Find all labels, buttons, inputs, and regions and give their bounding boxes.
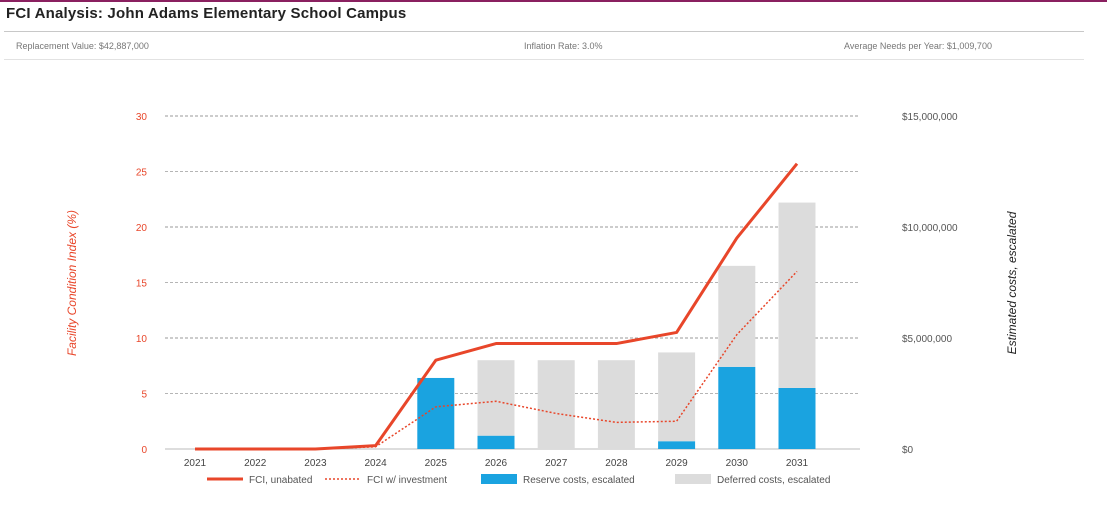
x-tick-label: 2024 <box>364 458 387 469</box>
top-border <box>0 0 1107 2</box>
average-needs: Average Needs per Year: $1,009,700 <box>844 41 992 51</box>
left-tick-label: 30 <box>136 112 148 123</box>
right-tick-label: $5,000,000 <box>902 334 952 345</box>
x-tick-label: 2031 <box>786 458 809 469</box>
title-divider <box>4 31 1084 32</box>
bar-series <box>417 202 816 449</box>
x-axis-ticks: 2021 2022 2023 2024 2025 2026 2027 2028 2029 2030… <box>184 458 809 469</box>
right-axis-title: Estimated costs, escalated <box>1005 211 1019 354</box>
left-tick-label: 0 <box>141 445 147 456</box>
x-tick-label: 2029 <box>665 458 688 469</box>
reserve-bar-2025 <box>417 377 455 449</box>
left-axis-ticks: 0 5 10 15 20 25 30 <box>136 112 148 456</box>
deferred-bar-2026 <box>477 360 515 436</box>
x-tick-label: 2023 <box>304 458 327 469</box>
legend-swatch-bar <box>675 474 711 484</box>
right-tick-label: $0 <box>902 445 914 456</box>
page-title: FCI Analysis: John Adams Elementary Scho… <box>6 5 407 22</box>
fci-unabated-line <box>195 162 799 451</box>
x-tick-label: 2022 <box>244 458 267 469</box>
left-axis-title: Facility Condition Index (%) <box>65 210 79 356</box>
meta-divider <box>4 59 1084 60</box>
deferred-bar-2030 <box>718 265 756 367</box>
x-tick-label: 2028 <box>605 458 628 469</box>
x-tick-label: 2025 <box>425 458 448 469</box>
reserve-bar-2030 <box>718 366 756 449</box>
right-axis-ticks: $0 $5,000,000 $10,000,000 $15,000,000 <box>902 112 958 456</box>
x-tick-label: 2027 <box>545 458 568 469</box>
left-tick-label: 20 <box>136 223 148 234</box>
deferred-bar-2028 <box>597 360 635 449</box>
deferred-bar-2027 <box>537 360 575 449</box>
x-tick-label: 2021 <box>184 458 207 469</box>
legend-swatch-bar <box>481 474 517 484</box>
x-tick-label: 2026 <box>485 458 508 469</box>
left-tick-label: 5 <box>141 390 147 401</box>
left-tick-label: 15 <box>136 279 148 290</box>
legend-label: Deferred costs, escalated <box>717 475 830 486</box>
right-tick-label: $15,000,000 <box>902 112 958 123</box>
left-tick-label: 10 <box>136 334 148 345</box>
right-tick-label: $10,000,000 <box>902 223 958 234</box>
line-series <box>195 162 799 451</box>
x-tick-label: 2030 <box>726 458 749 469</box>
reserve-bar-2031 <box>778 387 816 449</box>
replacement-value: Replacement Value: $42,887,000 <box>16 41 149 51</box>
legend-label: FCI w/ investment <box>367 475 447 486</box>
legend-label: Reserve costs, escalated <box>523 475 635 486</box>
reserve-bar-2029 <box>658 441 696 449</box>
deferred-bar-2031 <box>778 202 816 388</box>
left-tick-label: 25 <box>136 168 148 179</box>
inflation-rate: Inflation Rate: 3.0% <box>524 41 603 51</box>
legend-label: FCI, unabated <box>249 475 312 486</box>
reserve-bar-2026 <box>477 435 515 449</box>
legend: FCI, unabated FCI w/ investment Reserve co… <box>207 474 830 486</box>
deferred-bar-2029 <box>658 352 696 442</box>
